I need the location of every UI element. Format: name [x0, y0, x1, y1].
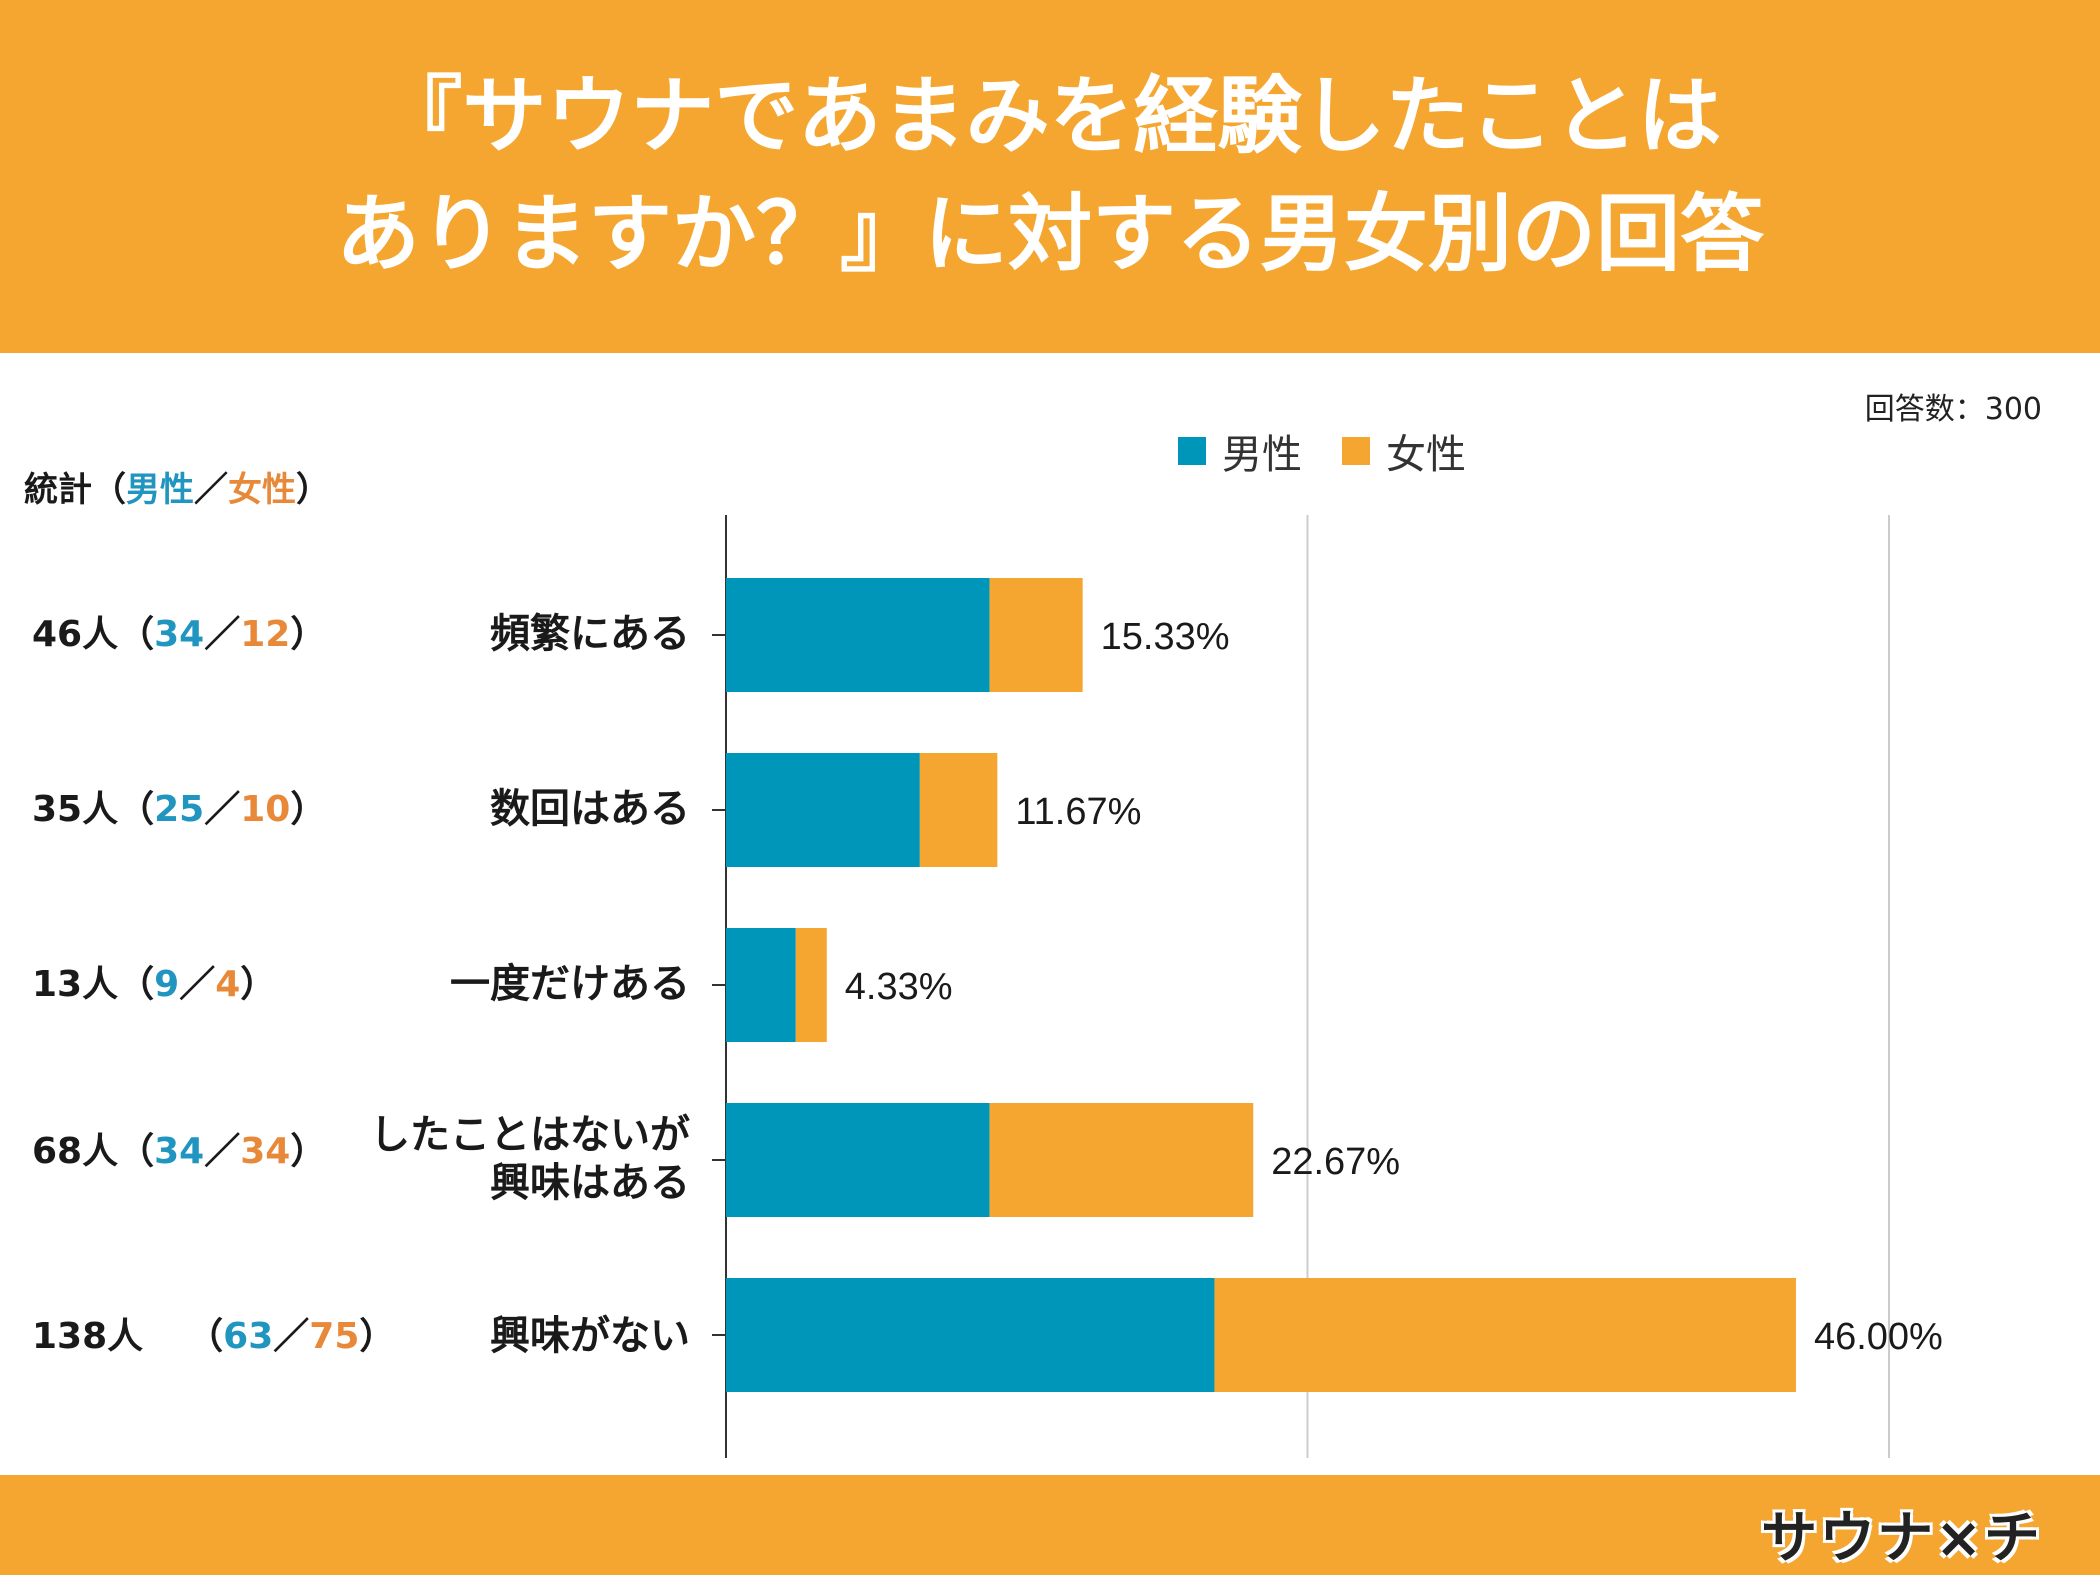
title-banner: 『サウナであまみを経験したことは ありますか？』に対する男女別の回答	[0, 0, 2100, 353]
stat-female: 4	[215, 964, 241, 1005]
stat-open: （	[187, 1316, 224, 1357]
bar-segment-male	[726, 1278, 1215, 1392]
legend-label-male: 男性	[1222, 432, 1302, 478]
stat-male: 9	[154, 964, 180, 1005]
stats-header: 統計（男性／女性）	[24, 462, 330, 511]
stat-close: ）	[290, 1131, 327, 1172]
bar-segment-female	[989, 1103, 1254, 1217]
stat-row: 13人（9／4）	[32, 955, 276, 1015]
stat-row: 35人（25／10）	[32, 780, 326, 840]
bar-segment-female	[795, 928, 827, 1042]
bar-chart: 15.33% 11.67% 4.33% 22.67% 46.00%	[712, 515, 1943, 1458]
stats-header-male: 男性	[126, 470, 194, 510]
title-line-2: ありますか？』に対する男女別の回答	[335, 185, 1764, 283]
stat-female: 75	[309, 1316, 360, 1357]
stat-row: 138人 （63／75）	[32, 1307, 395, 1367]
bar-segment-female	[919, 753, 998, 867]
stat-total: 13人	[32, 964, 119, 1005]
stats-header-female: 女性	[228, 470, 296, 510]
stat-close: ）	[240, 964, 277, 1005]
data-label: 15.33%	[1101, 616, 1230, 658]
data-label: 46.00%	[1814, 1316, 1943, 1358]
stats-header-prefix: 統計（	[24, 470, 126, 510]
stat-female: 10	[240, 789, 291, 830]
stat-close: ）	[290, 789, 327, 830]
bar-segment-male	[726, 578, 990, 692]
brand-logo: サウナ×チ	[1761, 1506, 2042, 1571]
legend-swatch-male	[1178, 437, 1206, 465]
stat-total: 68人	[32, 1131, 119, 1172]
stat-total: 35人	[32, 789, 119, 830]
stat-sep: ／	[204, 789, 241, 830]
stat-row: 46人（34／12）	[32, 605, 326, 665]
data-label: 4.33%	[845, 966, 953, 1008]
category-label: 一度だけある	[370, 960, 690, 1008]
bar-segment-female	[1214, 1278, 1796, 1392]
stat-open: （	[118, 1131, 155, 1172]
bar-segment-male	[726, 928, 796, 1042]
bar-segment-male	[726, 753, 920, 867]
category-label-line: 興味がない	[490, 1313, 690, 1359]
legend-item-female: 女性	[1342, 422, 1466, 480]
category-label: したことはないが 興味はある	[370, 1111, 690, 1207]
data-label: 22.67%	[1271, 1141, 1400, 1183]
category-label-line: 数回はある	[490, 786, 690, 832]
stat-row: 68人（34／34）	[32, 1122, 326, 1182]
stat-open: （	[118, 789, 155, 830]
title-line-1: 『サウナであまみを経験したことは	[378, 67, 1722, 165]
category-label-line: 頻繁にある	[490, 611, 690, 657]
stat-sep: ／	[179, 964, 216, 1005]
legend-swatch-female	[1342, 437, 1370, 465]
stat-sep: ／	[204, 614, 241, 655]
footer-banner: サウナ×チ	[0, 1475, 2100, 1575]
stat-total: 46人	[32, 614, 119, 655]
legend-label-female: 女性	[1386, 432, 1466, 478]
stat-close: ）	[290, 614, 327, 655]
category-label: 数回はある	[370, 785, 690, 833]
category-label: 頻繁にある	[370, 610, 690, 658]
category-label-line: したことはないが	[370, 1112, 690, 1158]
stat-male: 63	[223, 1316, 274, 1357]
stats-header-suffix: ）	[296, 470, 330, 510]
stats-header-sep: ／	[194, 470, 228, 510]
stat-male: 34	[154, 1131, 205, 1172]
data-label: 11.67%	[1015, 791, 1141, 833]
stat-female: 12	[240, 614, 291, 655]
legend-item-male: 男性	[1178, 422, 1302, 480]
stat-close: ）	[359, 1316, 396, 1357]
category-label-line: 一度だけある	[450, 961, 690, 1007]
stat-open: （	[118, 964, 155, 1005]
stat-sep: ／	[204, 1131, 241, 1172]
chart-legend: 男性 女性	[1178, 426, 1506, 478]
stat-female: 34	[240, 1131, 291, 1172]
category-label-line: 興味はある	[490, 1160, 690, 1206]
stat-sep: ／	[273, 1316, 310, 1357]
stat-total: 138人	[32, 1316, 144, 1357]
stat-male: 25	[154, 789, 205, 830]
bar-segment-male	[726, 1103, 990, 1217]
bar-segment-female	[989, 578, 1083, 692]
stat-male: 34	[154, 614, 205, 655]
category-label: 興味がない	[370, 1312, 690, 1360]
respondent-count: 回答数：300	[1864, 392, 2042, 427]
stat-open: （	[118, 614, 155, 655]
